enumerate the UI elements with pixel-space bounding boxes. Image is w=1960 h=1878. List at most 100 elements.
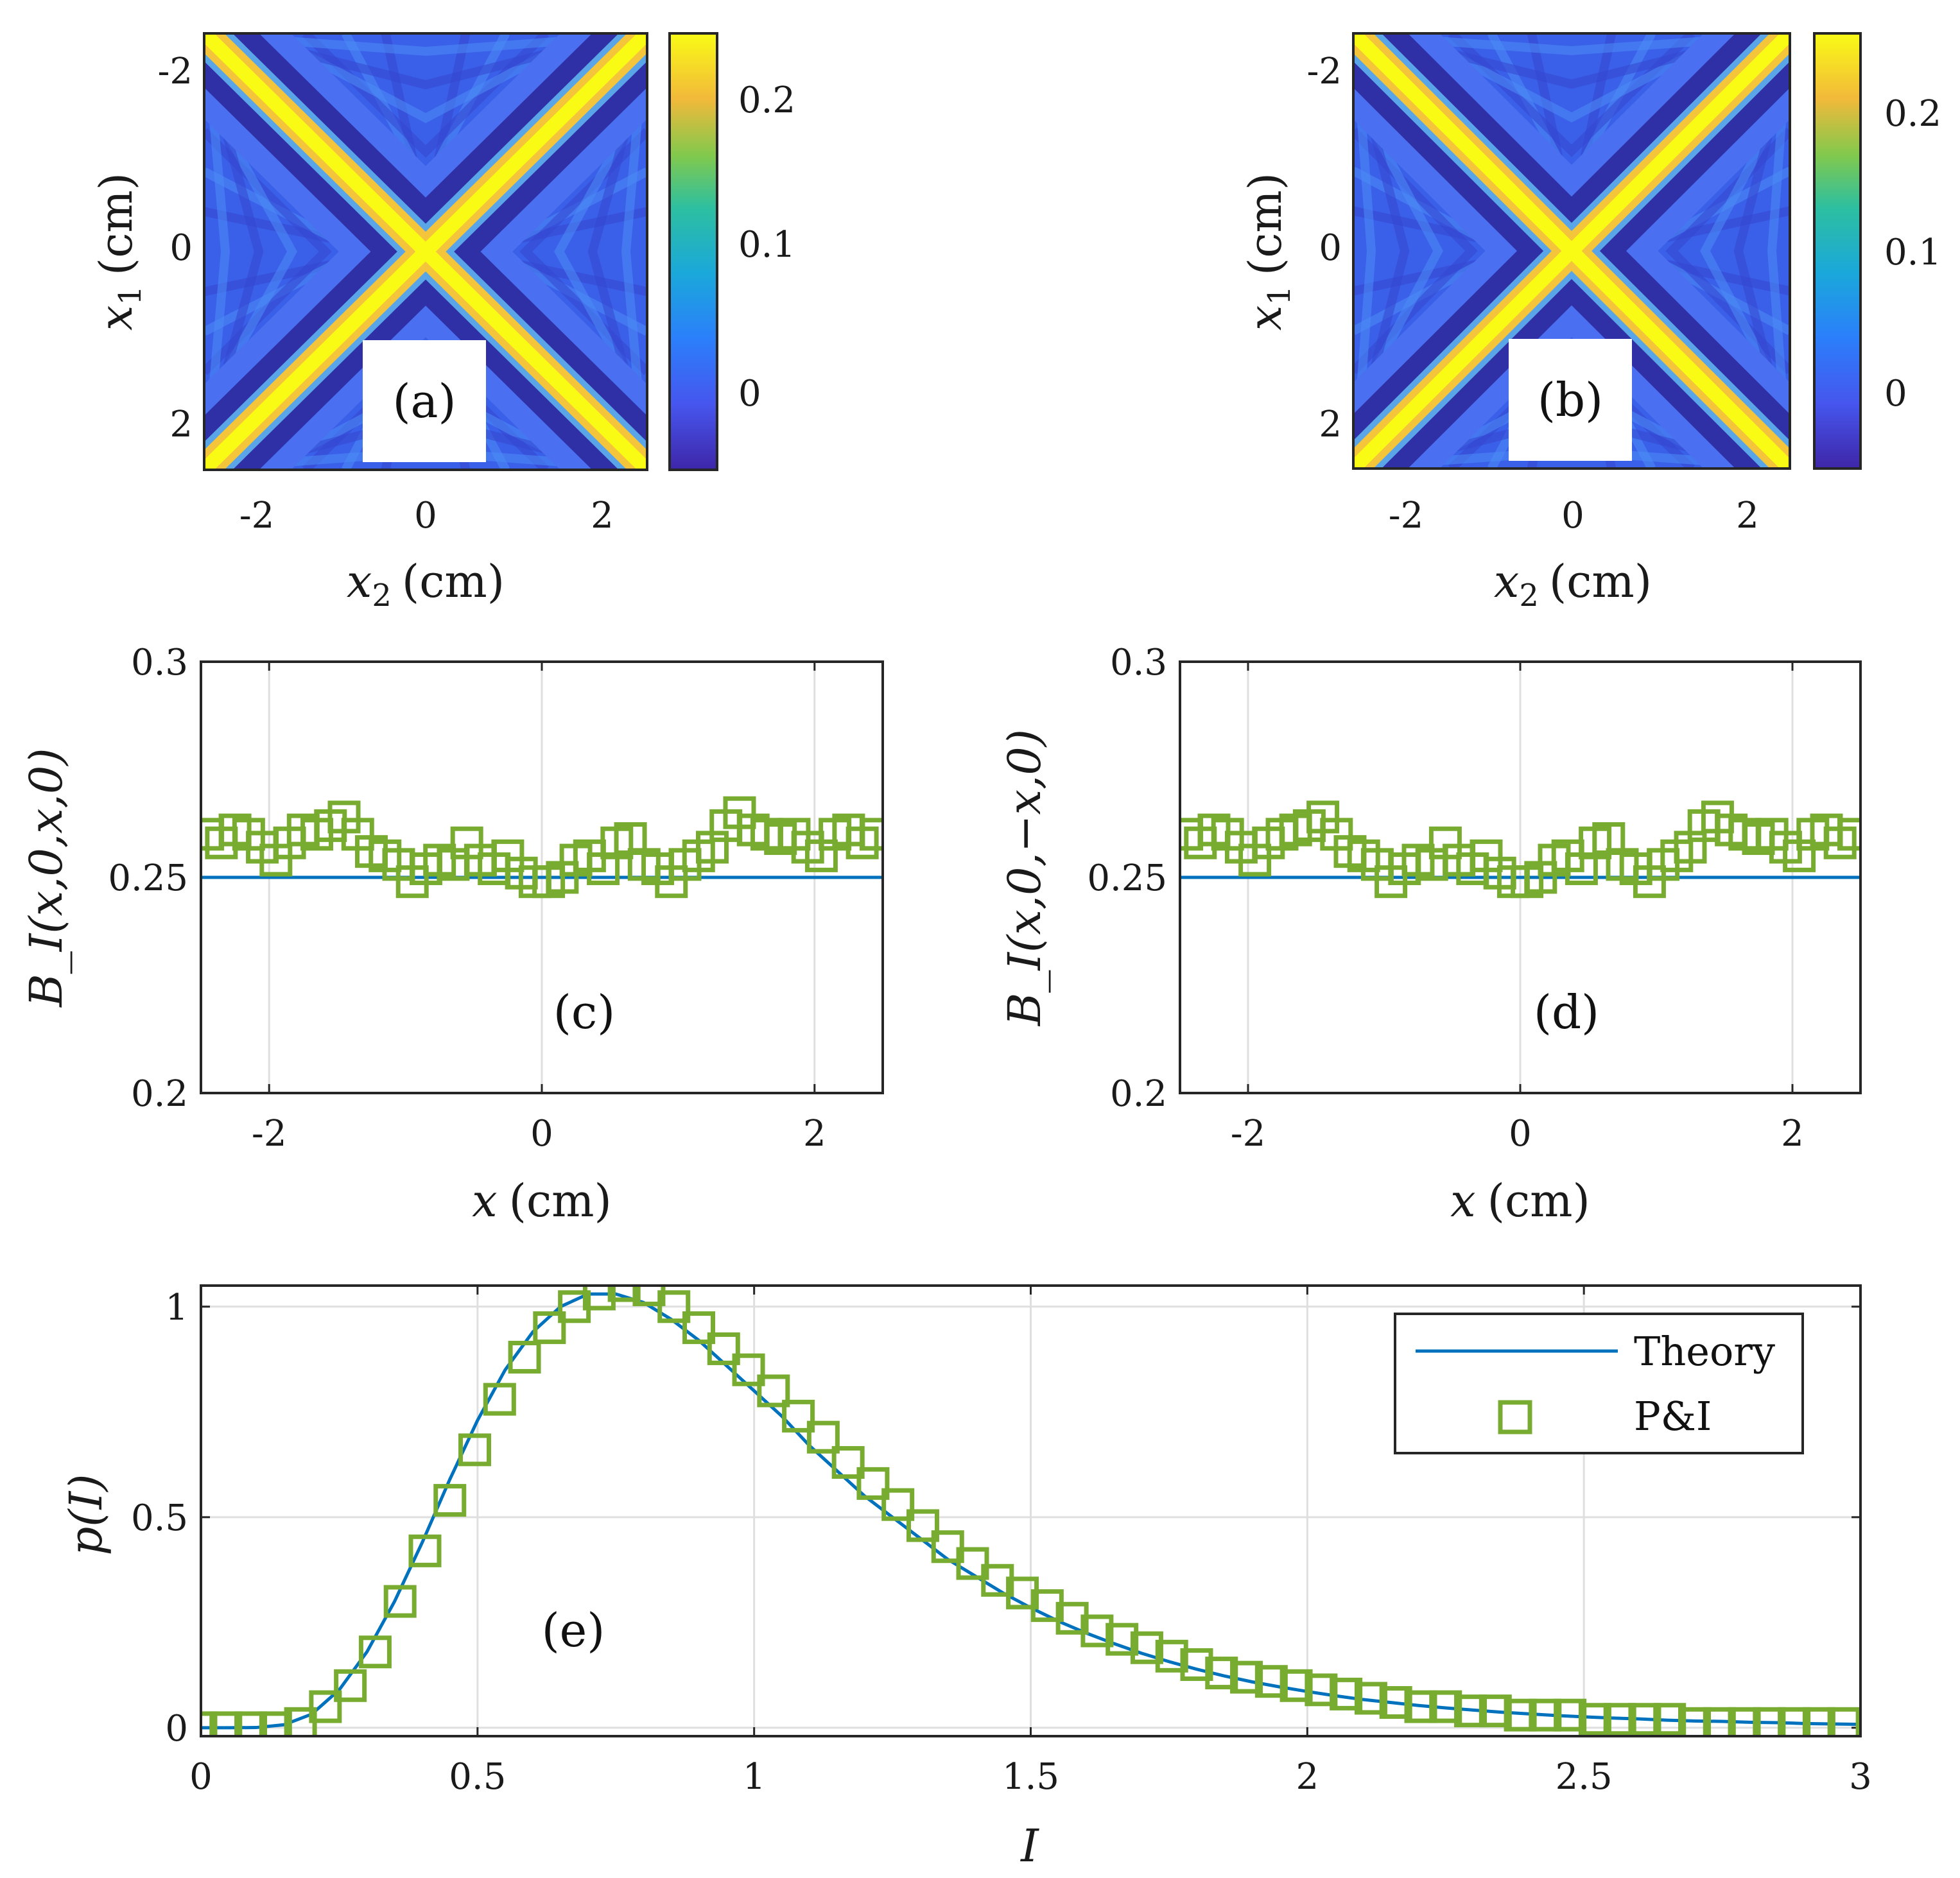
legend-box bbox=[1394, 1313, 1804, 1454]
x-tick-label: -2 bbox=[1231, 1113, 1266, 1155]
x-tick-label: 2.5 bbox=[1556, 1756, 1613, 1798]
x-axis-unit: (cm) bbox=[509, 1175, 612, 1227]
data-marker-square bbox=[1678, 1707, 1711, 1736]
x-axis-label: x2 (cm) bbox=[347, 555, 505, 614]
panel-c-line-chart: -2 0 2 0.2 0.25 0.3 (c) x (cm) B_I(x,0,x,0) bbox=[20, 642, 884, 1227]
x-pattern bbox=[1353, 33, 1790, 469]
data-marker-square bbox=[1703, 1707, 1736, 1736]
data-marker-square bbox=[1628, 1703, 1661, 1736]
y-tick-label: -2 bbox=[1306, 51, 1342, 92]
y-tick-label: 0 bbox=[1319, 227, 1342, 269]
data-marker-square bbox=[632, 1286, 666, 1307]
x-tick-label: 1.5 bbox=[1002, 1756, 1059, 1798]
data-marker-square bbox=[931, 1530, 964, 1564]
colorbar-tick-label: 0.2 bbox=[1884, 93, 1941, 135]
colorbar-gradient bbox=[1813, 32, 1862, 470]
data-marker-square bbox=[458, 1433, 492, 1467]
y-axis-label: B_I(x,0,−x,0) bbox=[998, 729, 1051, 1027]
x-tick-label: -2 bbox=[1389, 495, 1424, 537]
x-axis-label: x2 (cm) bbox=[1494, 555, 1652, 614]
plot-frame bbox=[203, 32, 648, 471]
y-tick-label: 2 bbox=[169, 404, 193, 445]
panel-label-box bbox=[1509, 339, 1632, 461]
data-marker-square bbox=[1753, 1707, 1786, 1736]
data-marker-square bbox=[1653, 1703, 1687, 1736]
data-marker-square bbox=[433, 1484, 467, 1517]
data-marker-square bbox=[1305, 1673, 1338, 1707]
data-marker-square bbox=[1479, 1694, 1512, 1728]
panel-label: (c) bbox=[553, 985, 616, 1039]
panel-label: (b) bbox=[1538, 373, 1603, 427]
panel-d-line-chart: -2 0 2 0.2 0.25 0.3 (d) x (cm) B_I(x,0,−x,0) bbox=[998, 642, 1862, 1227]
data-marker-square bbox=[234, 1711, 268, 1736]
diagonal-band bbox=[204, 33, 647, 470]
y-axis-label: x1(cm) bbox=[90, 173, 148, 331]
data-marker-square bbox=[906, 1509, 939, 1542]
x-tick-label: 2 bbox=[803, 1113, 826, 1155]
data-marker-square bbox=[259, 1711, 292, 1736]
plot-area bbox=[1180, 800, 1860, 899]
data-marker-square bbox=[582, 1286, 616, 1311]
colorbar-tick-label: 0.2 bbox=[738, 80, 795, 121]
data-marker-square bbox=[1180, 1648, 1213, 1681]
data-marker-square bbox=[859, 818, 883, 851]
data-marker-square bbox=[1155, 1639, 1188, 1673]
data-marker-square bbox=[1827, 1707, 1860, 1736]
y-tick-label: 1 bbox=[165, 1287, 188, 1329]
x-tick-label: 0.5 bbox=[449, 1756, 506, 1798]
x-axis-unit: (cm) bbox=[1487, 1175, 1590, 1227]
y-ticks: -2 0 2 bbox=[1306, 51, 1342, 445]
panel-label: (d) bbox=[1534, 985, 1599, 1039]
y-tick-label: 0.5 bbox=[131, 1497, 188, 1539]
data-marker-square bbox=[1778, 1707, 1811, 1736]
data-marker-square bbox=[201, 1711, 218, 1736]
data-marker-square bbox=[309, 1690, 342, 1723]
data-marker-square bbox=[508, 1341, 541, 1374]
x-ticks: -2 0 2 bbox=[239, 495, 614, 537]
legend: Theory P&I bbox=[1394, 1313, 1804, 1454]
x-tick-label: 0 bbox=[1561, 495, 1584, 537]
panel-label-box bbox=[363, 340, 486, 462]
x-axis-var: x bbox=[1450, 1175, 1475, 1227]
data-marker-square bbox=[1205, 1657, 1238, 1690]
colorbar-tick-label: 0.1 bbox=[738, 224, 795, 266]
data-marker-square bbox=[732, 1353, 765, 1386]
y-tick-label: 0.2 bbox=[1110, 1073, 1167, 1115]
panel-b-heatmap: (b) -2 0 2 -2 0 2 x2 (cm) x1(cm) 0 0.1 0.… bbox=[1239, 32, 1941, 614]
x-tick-label: 0 bbox=[1509, 1113, 1532, 1155]
data-marker-square bbox=[334, 1669, 367, 1702]
plot-frame bbox=[1179, 660, 1862, 1094]
data-marker-square bbox=[1130, 1631, 1163, 1664]
x-tick-label: 1 bbox=[743, 1756, 766, 1798]
data-marker-square bbox=[1379, 1686, 1412, 1719]
data-marker-square bbox=[1578, 1703, 1611, 1736]
x-axis-var: x bbox=[472, 1175, 497, 1227]
y-axis-label: x1(cm) bbox=[1239, 173, 1297, 331]
plot-frame bbox=[1352, 32, 1791, 470]
data-marker-square bbox=[1728, 1707, 1761, 1736]
diagonal-band bbox=[1353, 33, 1790, 469]
y-ticks: -2 0 2 bbox=[157, 51, 193, 445]
y-tick-label: 0.25 bbox=[1087, 857, 1167, 899]
data-marker-square bbox=[383, 1585, 417, 1618]
panel-a-heatmap: (a) -2 0 2 -2 0 2 x2 (cm) x1(cm) 0 0.1 0.… bbox=[90, 32, 795, 614]
x-tick-label: 2 bbox=[1781, 1113, 1804, 1155]
y-tick-label: 0.2 bbox=[131, 1073, 188, 1115]
data-marker-square bbox=[1529, 1698, 1562, 1732]
x-tick-label: 0 bbox=[530, 1113, 553, 1155]
y-tick-label: 0 bbox=[165, 1708, 188, 1750]
data-marker-square bbox=[358, 1635, 392, 1669]
data-marker-square bbox=[284, 1707, 317, 1736]
data-marker-square bbox=[533, 1311, 566, 1345]
data-marker-square bbox=[1080, 1614, 1114, 1648]
data-marker-square bbox=[607, 1286, 641, 1302]
panel-e-line-chart: 0 0.5 1 1.5 2 2.5 3 0 0.5 1 (e) Ip(I) Theory P&I bbox=[60, 1284, 1872, 1872]
x-tick-label: 0 bbox=[414, 495, 437, 537]
data-marker-square bbox=[1330, 1677, 1363, 1710]
x-tick-label: 0 bbox=[189, 1756, 212, 1798]
data-marker-square bbox=[1554, 1698, 1587, 1732]
data-marker-square bbox=[831, 1446, 865, 1479]
heatmap-image: (a) bbox=[204, 33, 647, 470]
data-marker-square bbox=[1254, 1665, 1288, 1698]
